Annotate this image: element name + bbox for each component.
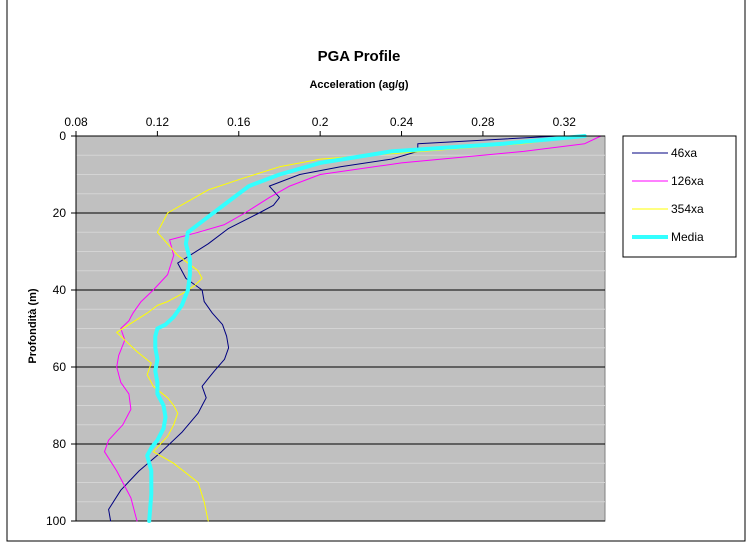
y-tick-label: 20: [53, 206, 67, 220]
legend-label: 126xa: [671, 174, 704, 188]
x-tick-label: 0.28: [471, 115, 495, 129]
y-tick-label: 40: [53, 283, 67, 297]
x-tick-label: 0.24: [390, 115, 414, 129]
series-layer: [104, 134, 602, 523]
series-line-126xa: [104, 135, 602, 522]
x-axis-label: Acceleration (ag/g): [309, 79, 408, 91]
legend-label: 46xa: [671, 146, 697, 160]
series-line-354xa: [116, 135, 586, 522]
y-axis-label: Profondità (m): [27, 288, 39, 363]
y-tick-label: 100: [46, 514, 66, 528]
series-line-media: [145, 134, 587, 523]
y-tick-label: 60: [53, 360, 67, 374]
x-tick-label: 0.32: [553, 115, 577, 129]
y-tick-label: 0: [59, 129, 66, 143]
x-tick-label: 0.16: [227, 115, 251, 129]
x-tick-label: 0.08: [64, 115, 88, 129]
legend: 46xa 126xa 354xa Media: [622, 135, 737, 258]
legend-label: 354xa: [671, 202, 704, 216]
chart-title: PGA Profile: [318, 48, 401, 65]
x-tick-label: 0.12: [146, 115, 170, 129]
grid-lines: [76, 154, 605, 522]
axes: 0.08 0.12 0.16 0.2 0.24 0.28 0.32 0 20 40 60 80 100: [46, 115, 605, 528]
x-tick-label: 0.2: [312, 115, 329, 129]
legend-label: Media: [671, 230, 704, 244]
y-tick-label: 80: [53, 437, 67, 451]
series-line-46xa: [108, 135, 559, 522]
